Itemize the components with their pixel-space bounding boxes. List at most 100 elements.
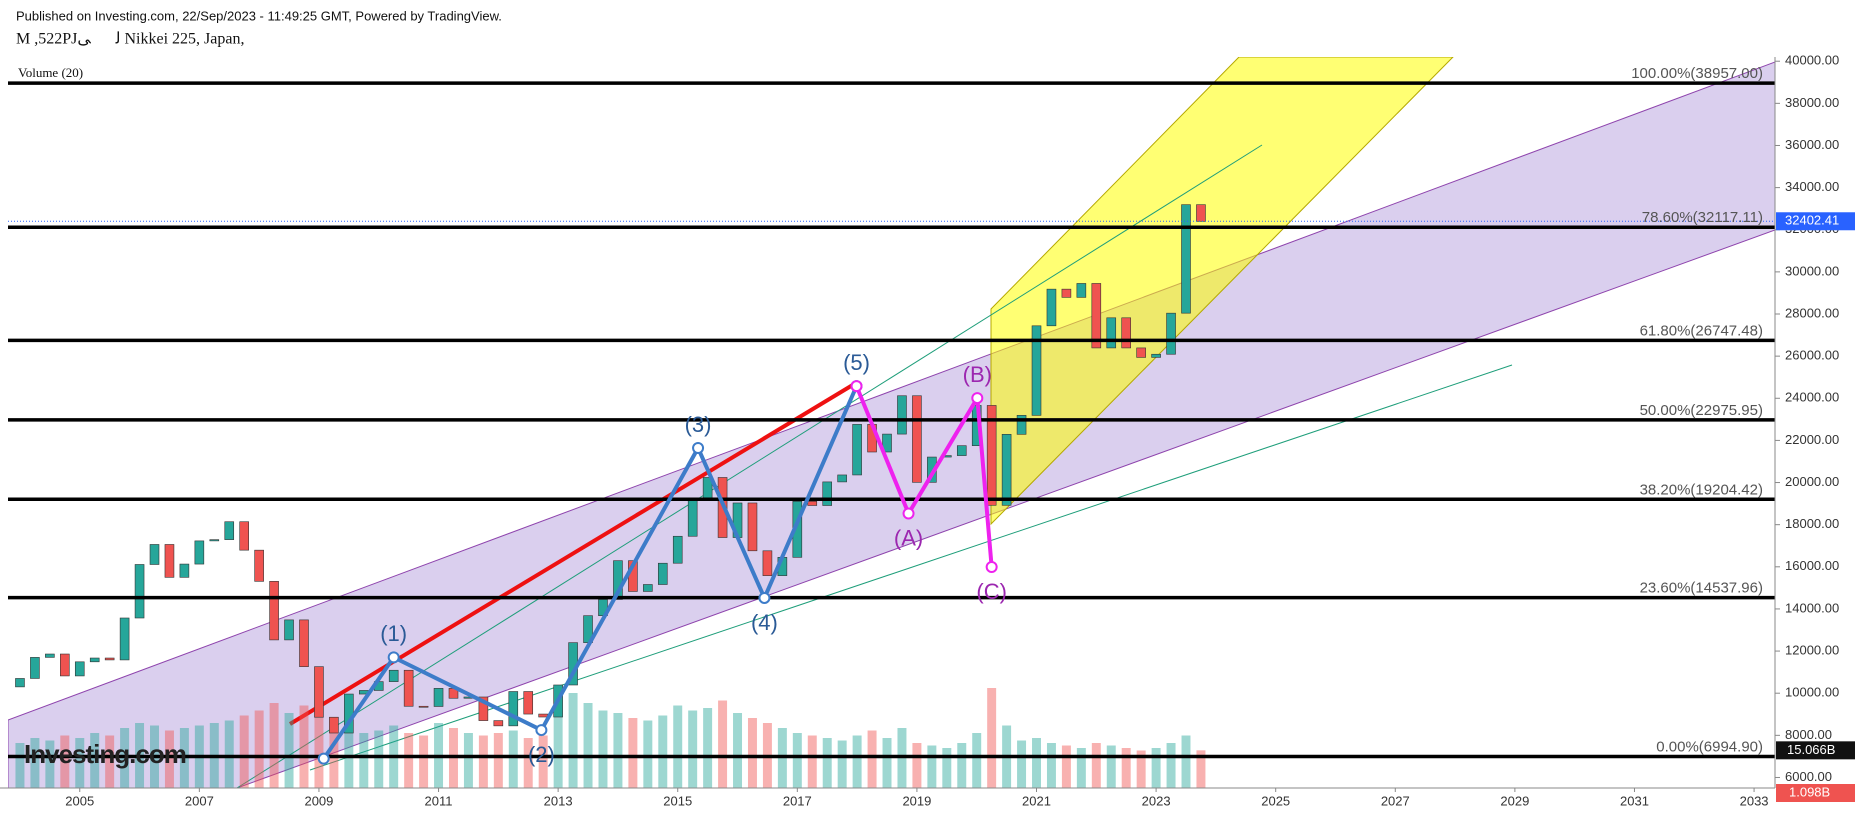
volume-bar xyxy=(583,703,593,788)
x-tick-label: 2023 xyxy=(1142,793,1171,808)
candle xyxy=(269,581,279,641)
candle xyxy=(687,498,698,537)
y-tick-label: 8000.00 xyxy=(1785,727,1832,742)
volume-bar xyxy=(1061,745,1071,788)
volume-box xyxy=(1776,784,1855,802)
y-tick-label: 24000.00 xyxy=(1785,390,1839,405)
y-tick-label: 22000.00 xyxy=(1785,432,1839,447)
volume-bar xyxy=(508,730,518,788)
candle xyxy=(523,691,534,715)
x-tick-label: 2033 xyxy=(1740,793,1769,808)
candle xyxy=(15,678,25,688)
wave-point xyxy=(985,561,998,574)
candle xyxy=(30,657,40,679)
candle xyxy=(897,395,907,435)
volume-bar xyxy=(1091,743,1101,788)
volume-bar xyxy=(658,715,668,788)
candle xyxy=(912,395,922,483)
candle xyxy=(1196,204,1206,222)
candle xyxy=(1016,415,1027,435)
volume-bar xyxy=(1032,738,1041,788)
volume-label: 15.066B xyxy=(1787,742,1835,757)
volume-bar xyxy=(419,735,429,788)
candle xyxy=(956,445,967,456)
fib-label: 0.00%(6994.90) xyxy=(1656,738,1763,755)
volume-label: 1.098B xyxy=(1789,784,1830,799)
volume-bar xyxy=(374,730,384,788)
x-tick-label: 2021 xyxy=(1022,793,1051,808)
volume-bar xyxy=(972,733,982,788)
volume-bar xyxy=(733,713,743,788)
y-tick-label: 26000.00 xyxy=(1785,348,1839,363)
candle xyxy=(882,433,892,453)
volume-bar xyxy=(837,740,847,788)
volume-bar xyxy=(284,713,294,788)
volume-bar xyxy=(1166,743,1176,788)
volume-bar xyxy=(90,733,100,788)
volume-bar xyxy=(927,745,937,788)
volume-bar xyxy=(673,705,683,788)
volume-bar xyxy=(852,735,862,788)
volume-bar xyxy=(1017,740,1027,788)
candle xyxy=(672,535,683,564)
volume-bar xyxy=(15,743,25,788)
last-price-box xyxy=(1776,212,1855,231)
candle xyxy=(388,669,399,682)
x-tick-label: 2025 xyxy=(1261,793,1290,808)
x-tick-label: 2013 xyxy=(544,793,573,808)
candle xyxy=(1181,204,1191,314)
candle xyxy=(239,521,249,551)
last-price-label: 32402.41 xyxy=(1785,213,1839,228)
fib-label: 100.00%(38957.00) xyxy=(1631,65,1763,82)
axes: 6000.00 8000.00 10000.00 12000.00 14000.00 16… xyxy=(65,53,1855,808)
volume-bar xyxy=(45,740,55,788)
volume-bar xyxy=(807,735,817,788)
candle xyxy=(418,705,429,708)
candle xyxy=(538,713,548,718)
volume-bar xyxy=(912,743,922,788)
volume-bar xyxy=(747,718,757,788)
volume-bar xyxy=(1151,748,1161,788)
y-tick-label: 30000.00 xyxy=(1785,263,1839,278)
candle xyxy=(149,544,160,565)
candle xyxy=(1046,288,1057,327)
x-tick-label: 2009 xyxy=(304,793,333,808)
wave-point xyxy=(758,591,771,604)
y-tick-label: 20000.00 xyxy=(1785,474,1839,489)
resistance-line xyxy=(288,381,858,726)
volume-bar xyxy=(987,688,997,788)
volume-bar xyxy=(1136,750,1146,788)
volume-box xyxy=(1776,741,1855,760)
wave-point xyxy=(317,752,330,765)
volume-bar xyxy=(329,718,339,788)
wave-point xyxy=(850,380,863,393)
fib-label: 78.60%(32117.11) xyxy=(1642,209,1763,226)
volume-bar xyxy=(718,700,728,788)
volume-bar xyxy=(1106,745,1116,788)
y-tick-label: 10000.00 xyxy=(1785,685,1839,700)
volume-bar xyxy=(598,710,608,788)
candle xyxy=(986,405,997,506)
y-tick-label: 34000.00 xyxy=(1785,179,1839,194)
x-tick-label: 2029 xyxy=(1500,793,1529,808)
x-tick-label: 2011 xyxy=(425,793,453,808)
volume-bar xyxy=(60,735,70,788)
candle xyxy=(134,564,145,619)
candle xyxy=(254,549,264,582)
volume-bar xyxy=(269,703,279,788)
y-tick-label: 40000.00 xyxy=(1785,53,1839,68)
candle xyxy=(837,474,847,483)
volume-bar xyxy=(30,738,40,788)
logo: Investing.com xyxy=(24,739,186,769)
candle xyxy=(852,424,862,476)
candle xyxy=(747,502,758,552)
volume-bar xyxy=(957,743,967,788)
y-tick-label: 16000.00 xyxy=(1785,558,1839,573)
volume-bar xyxy=(822,738,832,788)
volume-bar xyxy=(254,710,264,788)
candle xyxy=(1121,317,1131,349)
volume-bar xyxy=(867,730,877,788)
candle xyxy=(1151,353,1161,358)
volume-bar xyxy=(224,720,234,788)
